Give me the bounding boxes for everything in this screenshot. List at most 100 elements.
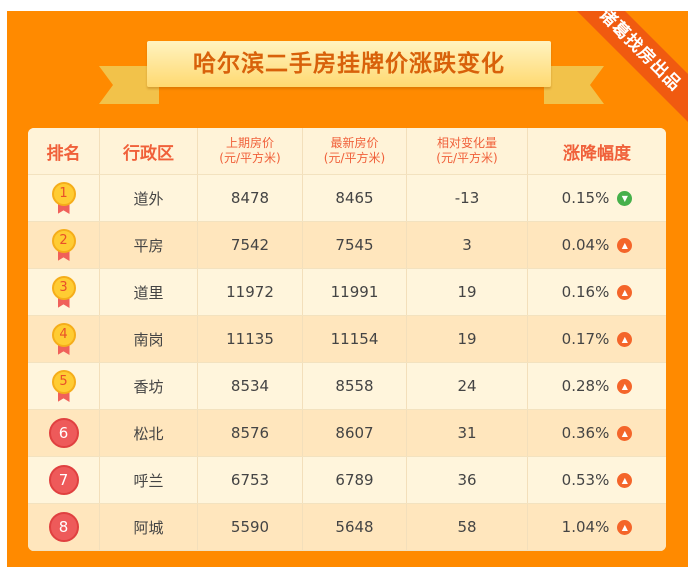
district-cell: 香坊 [100, 363, 198, 409]
header-latest-label: 最新房价 [330, 136, 379, 150]
arrow-down-icon: ▼ [617, 190, 633, 206]
change-cell: 31 [407, 410, 528, 456]
table-header: 排名 行政区 上期房价 (元/平方米) 最新房价 (元/平方米) 相对变化量 (元/平… [28, 128, 666, 175]
pct-value: 0.04% [561, 236, 610, 254]
rank-circle-icon: 6 [48, 418, 79, 448]
latest-price-cell: 8465 [303, 175, 407, 221]
page-title: 哈尔滨二手房挂牌价涨跌变化 [147, 41, 551, 87]
rank-number: 2 [51, 229, 76, 253]
rank-circle-icon: 7 [48, 465, 79, 495]
medal-icon: 3 [51, 276, 76, 308]
change-cell: 19 [407, 269, 528, 315]
rank-cell: 3 [28, 269, 100, 315]
header-rank: 排名 [28, 128, 100, 174]
latest-price-cell: 11991 [303, 269, 407, 315]
pct-value: 1.04% [561, 518, 610, 536]
table-row: 4 南岗 11135 11154 19 0.17% ▲ [28, 316, 666, 363]
prev-price-cell: 6753 [198, 457, 303, 503]
district-cell: 道外 [100, 175, 198, 221]
header-latest: 最新房价 (元/平方米) [303, 128, 407, 174]
medal-icon: 4 [51, 323, 76, 355]
header-prev-unit: (元/平方米) [219, 151, 281, 165]
rank-cell: 6 [28, 410, 100, 456]
latest-price-cell: 8607 [303, 410, 407, 456]
pct-value: 0.16% [561, 283, 610, 301]
arrow-up-icon: ▲ [617, 331, 633, 347]
pct-cell: 0.15% ▼ [528, 175, 666, 221]
rank-number: 3 [51, 276, 76, 300]
header-pct: 涨降幅度 [563, 143, 631, 164]
pct-cell: 0.04% ▲ [528, 222, 666, 268]
pct-cell: 0.53% ▲ [528, 457, 666, 503]
medal-icon: 5 [51, 370, 76, 402]
arrow-up-icon: ▲ [617, 519, 633, 535]
arrow-up-icon: ▲ [617, 284, 633, 300]
table-row: 7 呼兰 6753 6789 36 0.53% ▲ [28, 457, 666, 504]
rank-cell: 7 [28, 457, 100, 503]
prev-price-cell: 11135 [198, 316, 303, 362]
ribbon-right [544, 66, 604, 104]
table-row: 8 阿城 5590 5648 58 1.04% ▲ [28, 504, 666, 551]
prev-price-cell: 8478 [198, 175, 303, 221]
district-cell: 平房 [100, 222, 198, 268]
rank-cell: 8 [28, 504, 100, 550]
change-cell: 3 [407, 222, 528, 268]
arrow-up-icon: ▲ [617, 425, 633, 441]
change-cell: 36 [407, 457, 528, 503]
prev-price-cell: 8576 [198, 410, 303, 456]
latest-price-cell: 6789 [303, 457, 407, 503]
arrow-up-icon: ▲ [617, 472, 633, 488]
table-row: 1 道外 8478 8465 -13 0.15% ▼ [28, 175, 666, 222]
prev-price-cell: 8534 [198, 363, 303, 409]
medal-icon: 2 [51, 229, 76, 261]
prev-price-cell: 7542 [198, 222, 303, 268]
header-change-unit: (元/平方米) [436, 151, 498, 165]
pct-cell: 0.36% ▲ [528, 410, 666, 456]
rank-cell: 5 [28, 363, 100, 409]
pct-value: 0.15% [561, 189, 610, 207]
rank-number: 4 [51, 323, 76, 347]
infographic-frame: 诸葛找房出品 哈尔滨二手房挂牌价涨跌变化 排名 行政区 上期房价 (元/平方米) … [7, 11, 688, 567]
medal-icon: 1 [51, 182, 76, 214]
rank-cell: 2 [28, 222, 100, 268]
change-cell: -13 [407, 175, 528, 221]
table-row: 6 松北 8576 8607 31 0.36% ▲ [28, 410, 666, 457]
pct-cell: 0.16% ▲ [528, 269, 666, 315]
pct-value: 0.28% [561, 377, 610, 395]
district-cell: 松北 [100, 410, 198, 456]
arrow-up-icon: ▲ [617, 378, 633, 394]
table-row: 2 平房 7542 7545 3 0.04% ▲ [28, 222, 666, 269]
pct-value: 0.17% [561, 330, 610, 348]
latest-price-cell: 11154 [303, 316, 407, 362]
pct-value: 0.53% [561, 471, 610, 489]
header-change-label: 相对变化量 [436, 136, 497, 150]
latest-price-cell: 5648 [303, 504, 407, 550]
latest-price-cell: 8558 [303, 363, 407, 409]
table-row: 3 道里 11972 11991 19 0.16% ▲ [28, 269, 666, 316]
change-cell: 19 [407, 316, 528, 362]
pct-value: 0.36% [561, 424, 610, 442]
header-latest-unit: (元/平方米) [323, 151, 386, 165]
prev-price-cell: 11972 [198, 269, 303, 315]
header-district: 行政区 [100, 128, 198, 174]
header-prev-label: 上期房价 [225, 136, 274, 150]
prev-price-cell: 5590 [198, 504, 303, 550]
pct-cell: 0.17% ▲ [528, 316, 666, 362]
rank-number: 5 [51, 370, 76, 394]
rank-cell: 1 [28, 175, 100, 221]
arrow-up-icon: ▲ [617, 237, 633, 253]
pct-cell: 0.28% ▲ [528, 363, 666, 409]
price-table: 排名 行政区 上期房价 (元/平方米) 最新房价 (元/平方米) 相对变化量 (元/平… [28, 128, 666, 551]
district-cell: 南岗 [100, 316, 198, 362]
latest-price-cell: 7545 [303, 222, 407, 268]
district-cell: 阿城 [100, 504, 198, 550]
pct-cell: 1.04% ▲ [528, 504, 666, 550]
district-cell: 道里 [100, 269, 198, 315]
header-change: 相对变化量 (元/平方米) [407, 128, 528, 174]
rank-circle-icon: 8 [48, 512, 79, 542]
district-cell: 呼兰 [100, 457, 198, 503]
header-prev: 上期房价 (元/平方米) [198, 128, 303, 174]
change-cell: 58 [407, 504, 528, 550]
rank-number: 1 [51, 182, 76, 206]
change-cell: 24 [407, 363, 528, 409]
